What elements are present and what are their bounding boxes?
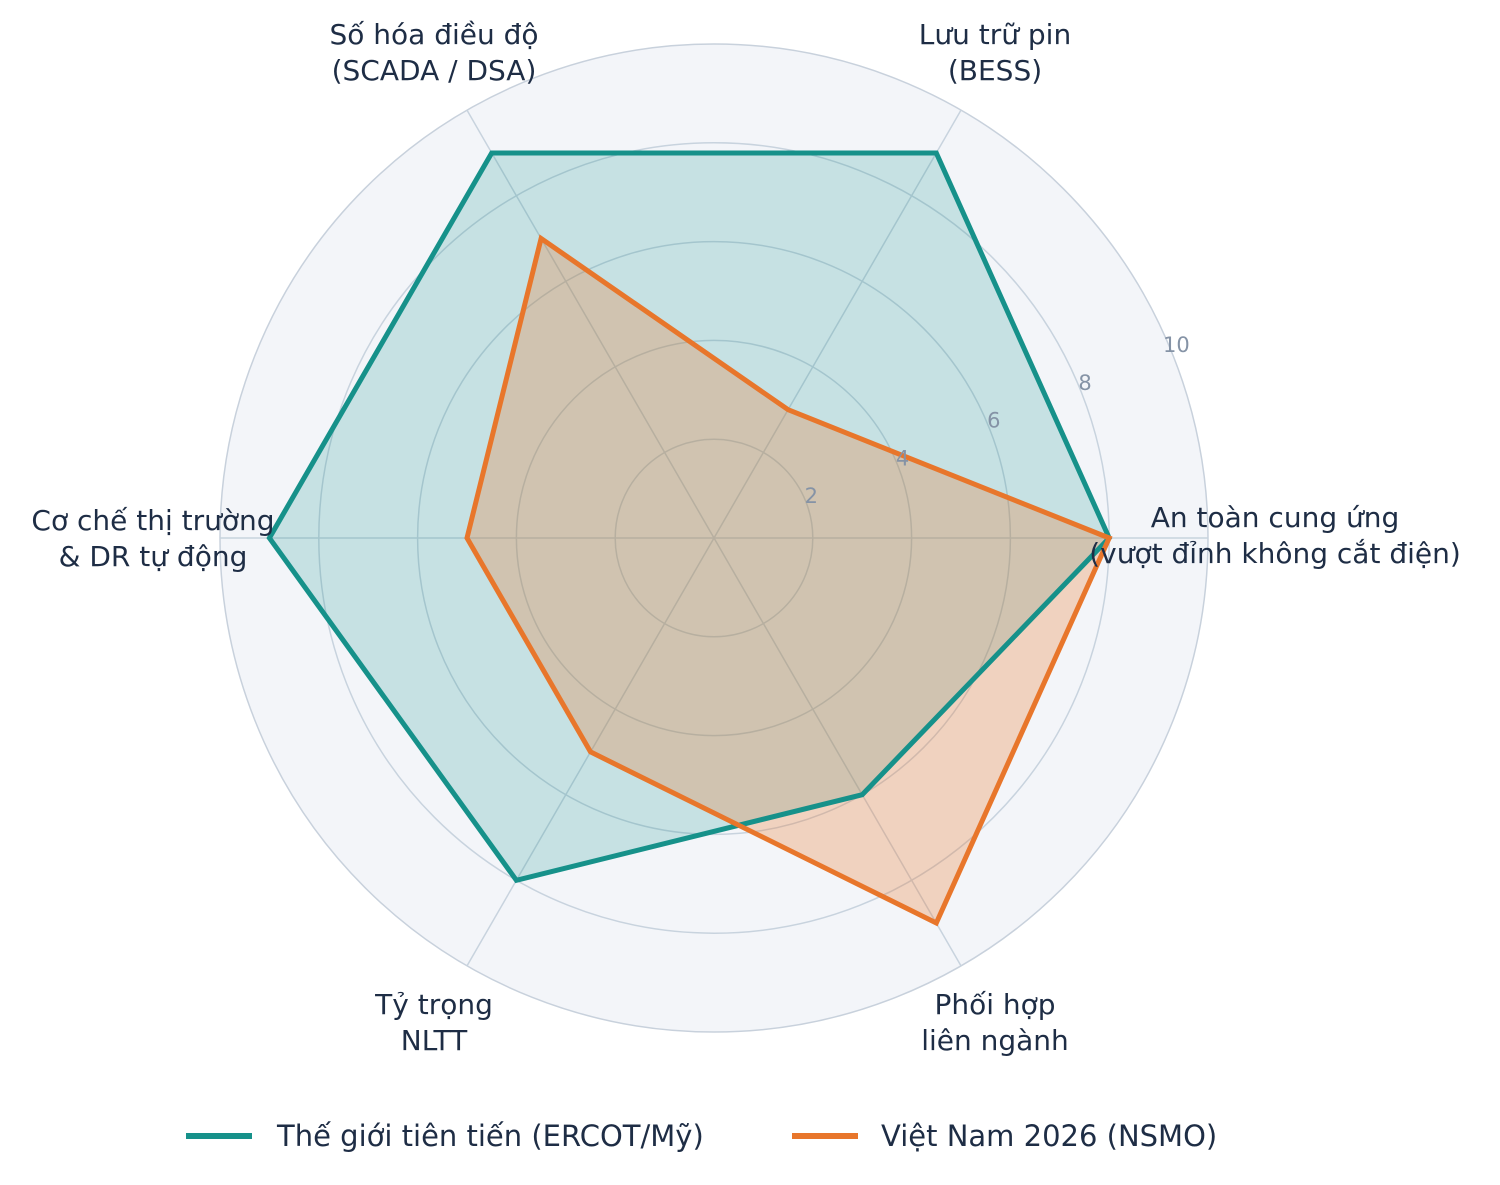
axis-label-0-line-1: (vượt đỉnh không cắt điện) [1089,537,1461,570]
grid-spoke-2 [466,109,715,539]
tick-label-0: 2 [805,484,818,508]
axis-labels: An toàn cung ứng (vượt đỉnh không cắt điệ… [31,18,1460,1057]
axis-label-2: Số hóa điều độ (SCADA / DSA) [329,18,538,87]
axis-label-2-line-0: Số hóa điều độ [329,18,538,51]
axis-label-5-line-0: Phối hợp [934,988,1055,1021]
axis-label-4-line-1: NLTT [401,1024,468,1057]
axis-label-1-line-1: (BESS) [948,54,1042,87]
grid-spoke-1 [713,109,962,539]
legend: Thế giới tiên tiến (ERCOT/Mỹ) Việt Nam 2… [186,1119,1217,1153]
legend-label-series-1: Việt Nam 2026 (NSMO) [881,1119,1217,1153]
axis-label-3-line-1: & DR tự động [59,540,248,573]
axis-label-2-line-1: (SCADA / DSA) [332,54,537,87]
grid-spoke-5 [713,537,962,967]
series-area-0 [269,153,1110,881]
tick-label-4: 10 [1163,333,1190,357]
tick-label-3: 8 [1078,371,1091,395]
tick-label-1: 4 [896,446,909,470]
axis-label-5: Phối hợp liên ngành [921,988,1069,1057]
axis-label-1: Lưu trữ pin (BESS) [919,18,1071,87]
axis-label-4: Tỷ trọng NLTT [374,988,493,1057]
series-layer [266,150,1113,927]
series-area-1 [467,238,1110,923]
axis-label-3-line-0: Cơ chế thị trường [31,504,274,537]
axis-label-3: Cơ chế thị trường & DR tự động [31,504,274,573]
axis-label-4-line-0: Tỷ trọng [374,988,493,1021]
legend-label-series-0: Thế giới tiên tiến (ERCOT/Mỹ) [276,1119,704,1153]
axis-label-5-line-1: liên ngành [921,1024,1069,1057]
radial-ticks: 2 4 6 8 10 [805,333,1190,508]
axis-label-0: An toàn cung ứng (vượt đỉnh không cắt điệ… [1089,501,1461,570]
axis-label-0-line-0: An toàn cung ứng [1151,501,1400,534]
tick-label-2: 6 [987,409,1000,433]
axis-label-1-line-0: Lưu trữ pin [919,18,1071,51]
